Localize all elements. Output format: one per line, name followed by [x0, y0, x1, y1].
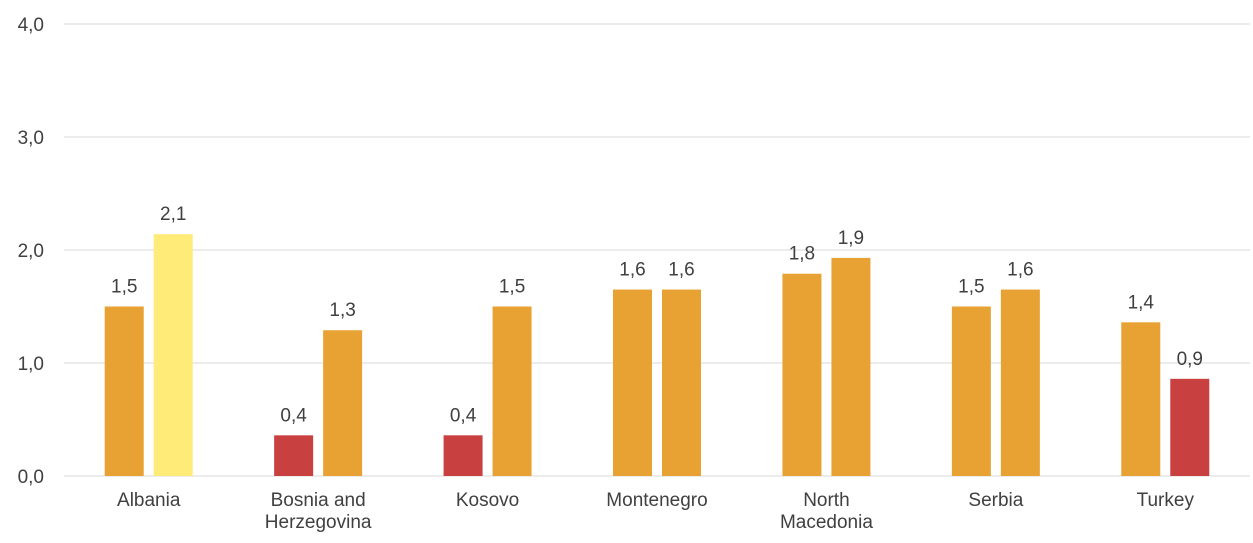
bar: [951, 306, 991, 476]
bar: [831, 257, 871, 476]
bar: [153, 234, 193, 476]
x-category-label: Serbia: [968, 490, 1023, 511]
data-label: 1,5: [958, 277, 984, 298]
data-labels: 1,5 2,1 0,4 1,3 0,4 1,5 1,6 1,6 1,8 1,9 1,5 1,6 1,4 0…: [111, 204, 1203, 426]
bar: [613, 289, 652, 476]
data-label: 1,4: [1128, 292, 1155, 313]
y-tick-label: 2,0: [18, 241, 44, 262]
y-tick-label: 1,0: [18, 354, 44, 375]
y-axis-ticks: 0,0 1,0 2,0 3,0 4,0: [18, 15, 44, 488]
bar: [443, 435, 483, 476]
bar: [104, 306, 144, 476]
x-category-label: North Macedonia: [780, 490, 873, 533]
data-label: 1,9: [838, 228, 864, 249]
y-tick-label: 3,0: [18, 128, 44, 149]
data-label: 2,1: [160, 204, 186, 225]
x-category-label: Bosnia and Herzegovina: [265, 490, 372, 533]
x-category-label: Albania: [117, 490, 181, 511]
x-axis-categories: Albania Bosnia and Herzegovina Kosovo Monten…: [117, 490, 1194, 533]
data-label: 1,5: [111, 277, 137, 298]
bar: [492, 306, 532, 476]
data-label: 0,4: [450, 405, 477, 426]
bar: [323, 330, 363, 476]
bars: [104, 234, 1210, 476]
y-tick-label: 0,0: [18, 467, 44, 488]
bar: [782, 273, 822, 476]
data-label: 0,4: [280, 405, 307, 426]
gridlines: [64, 23, 1250, 477]
data-label: 1,8: [789, 244, 815, 265]
data-label: 1,6: [619, 260, 645, 281]
data-label: 0,9: [1177, 349, 1203, 370]
bar: [1121, 322, 1161, 476]
x-category-label: Turkey: [1137, 490, 1195, 511]
x-category-label: Montenegro: [606, 490, 707, 511]
data-label: 1,6: [1007, 260, 1033, 281]
bar: [1170, 378, 1210, 476]
data-label: 1,5: [499, 277, 525, 298]
data-label: 1,6: [668, 260, 694, 281]
bar: [662, 289, 701, 476]
x-category-label: Kosovo: [456, 490, 519, 511]
bar: [1000, 289, 1040, 476]
y-tick-label: 4,0: [18, 15, 44, 36]
bar: [274, 435, 314, 476]
data-label: 1,3: [329, 300, 355, 321]
